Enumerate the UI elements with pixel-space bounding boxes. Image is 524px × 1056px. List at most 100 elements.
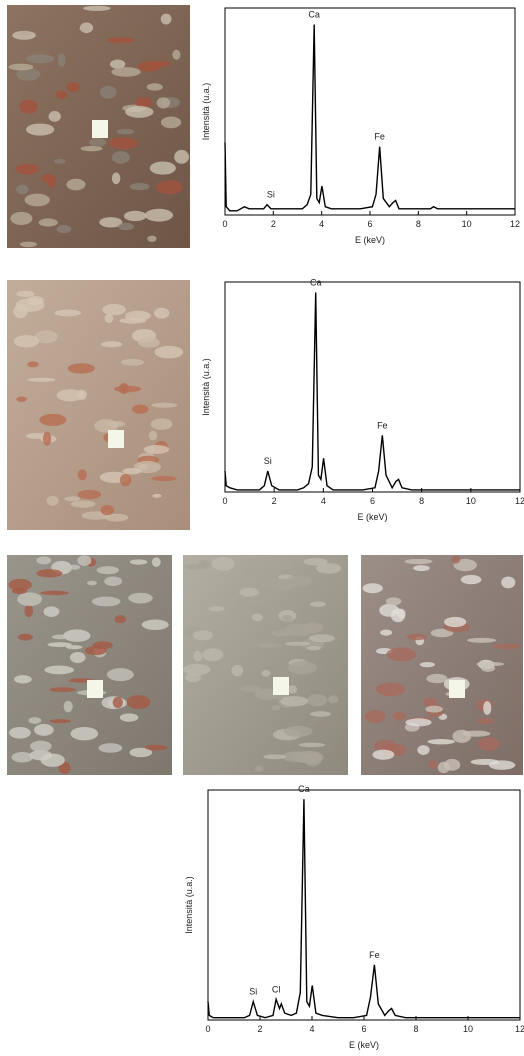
stone <box>404 558 433 565</box>
stone <box>183 663 211 676</box>
stone <box>111 67 141 77</box>
stone <box>111 151 130 164</box>
stone <box>106 668 134 682</box>
stone <box>135 97 153 108</box>
stone <box>17 592 43 606</box>
stone <box>288 685 298 694</box>
stone <box>470 758 500 765</box>
stone <box>112 696 124 709</box>
stone <box>27 295 44 305</box>
x-tick-label: 8 <box>416 219 421 229</box>
stone <box>306 694 328 707</box>
stone <box>208 606 225 612</box>
y-axis-label: Intensità (u.a.) <box>184 876 194 934</box>
stone <box>104 513 129 522</box>
stone <box>156 97 171 109</box>
stone <box>123 210 147 222</box>
stone <box>41 173 56 184</box>
y-axis-label: Intensità (u.a.) <box>201 83 211 141</box>
stone <box>396 608 406 619</box>
stone <box>151 476 177 482</box>
stone <box>120 358 144 366</box>
stone <box>386 647 417 662</box>
sample-card <box>92 120 108 138</box>
stone <box>24 193 50 207</box>
stone <box>128 592 153 604</box>
stone <box>460 574 482 585</box>
stone <box>15 163 40 175</box>
spectrum-chart: 0 2 4 6 8 10 12 E (keV) Intensità (u.a.) Si Ca Fe <box>195 276 524 528</box>
stone <box>69 651 86 663</box>
stone <box>125 106 154 118</box>
photo-wall-3 <box>7 555 172 775</box>
stone <box>89 137 107 147</box>
stone <box>100 505 115 516</box>
stone <box>426 673 448 684</box>
stone <box>67 363 95 374</box>
stone <box>56 224 72 234</box>
stone <box>57 53 66 67</box>
stone <box>91 596 121 607</box>
stone <box>38 218 58 227</box>
stone <box>66 178 86 191</box>
stone <box>98 743 123 753</box>
stone <box>9 726 31 739</box>
stone <box>174 149 190 164</box>
stone <box>119 473 132 487</box>
stone <box>82 5 111 11</box>
stone <box>243 600 265 605</box>
stone <box>303 622 324 634</box>
stone <box>492 643 520 649</box>
stone <box>287 661 318 675</box>
stone <box>43 606 60 617</box>
stone <box>56 389 84 402</box>
peak-label: Ca <box>298 784 310 794</box>
x-tick-label: 2 <box>257 1024 262 1034</box>
stone <box>79 26 88 31</box>
stone <box>147 235 157 242</box>
stone <box>406 633 427 641</box>
photo-wall-4 <box>183 555 348 775</box>
stone <box>19 99 38 114</box>
stone <box>151 557 161 567</box>
stone <box>20 30 30 37</box>
stone <box>104 314 114 323</box>
stone <box>254 688 280 700</box>
peak-label: Si <box>249 987 257 997</box>
stone <box>109 59 126 69</box>
peak-label: Fe <box>377 420 388 430</box>
stone <box>443 758 461 771</box>
stone <box>425 705 443 713</box>
stone <box>63 629 91 642</box>
stone <box>231 664 243 677</box>
stone <box>15 184 29 195</box>
chart-panel <box>195 2 519 251</box>
stone <box>119 713 139 722</box>
stone <box>24 604 34 618</box>
stone <box>26 123 55 136</box>
stone <box>69 564 81 570</box>
stone <box>257 642 285 648</box>
stone <box>310 711 332 717</box>
stone <box>477 717 494 725</box>
stone <box>65 645 83 650</box>
stone <box>392 711 407 721</box>
sample-card <box>273 677 289 695</box>
stone <box>25 54 55 64</box>
stone <box>211 556 235 571</box>
stone <box>28 717 42 724</box>
stone <box>117 222 134 231</box>
stone <box>49 719 72 724</box>
stone <box>172 49 181 60</box>
x-tick-label: 12 <box>515 496 524 506</box>
stone <box>413 565 430 572</box>
stone <box>126 695 151 709</box>
x-tick-label: 10 <box>463 1024 473 1034</box>
stone <box>306 646 321 651</box>
stone <box>298 742 326 748</box>
stone <box>13 335 40 348</box>
stone <box>192 630 213 641</box>
stone <box>119 382 129 395</box>
spectrum-line <box>224 292 520 491</box>
stone <box>254 765 264 772</box>
